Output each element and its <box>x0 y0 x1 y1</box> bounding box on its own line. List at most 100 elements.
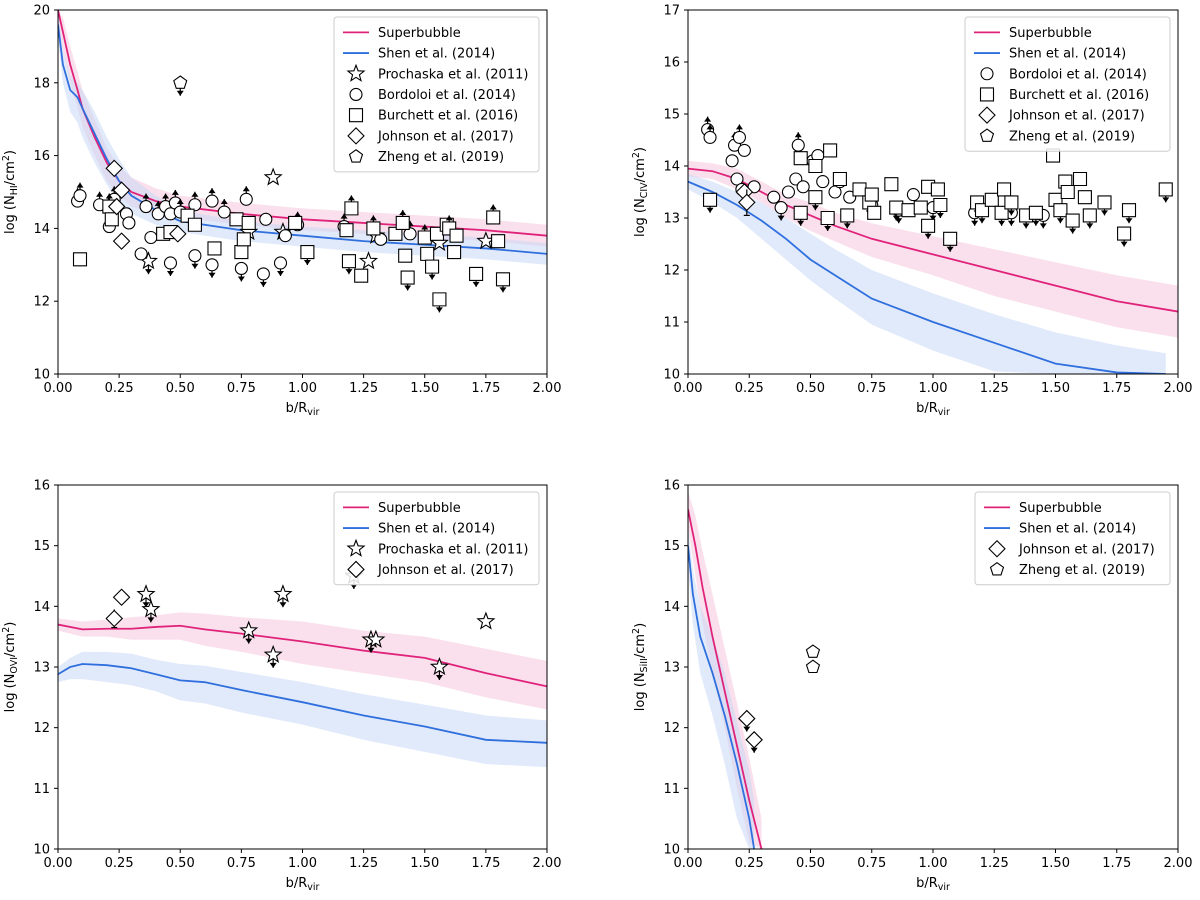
x-tick-label: 0.75 <box>227 381 256 396</box>
data-point-square <box>994 205 1009 226</box>
x-tick-label: 1.75 <box>471 856 500 871</box>
data-point-star <box>476 611 496 630</box>
data-point-circle <box>163 256 178 276</box>
circle-marker <box>730 172 744 186</box>
square-marker <box>832 171 847 187</box>
limit-arrow-head <box>704 116 712 122</box>
limit-arrow-head <box>176 90 184 96</box>
data-point-square <box>187 217 202 232</box>
circle-marker <box>725 154 739 168</box>
limit-arrow-head <box>489 204 497 210</box>
square-marker <box>354 268 369 283</box>
square-marker <box>1158 182 1173 197</box>
plot-area <box>688 116 1178 374</box>
square-marker <box>864 187 879 202</box>
square-marker <box>417 230 432 245</box>
y-tick-label: 13 <box>663 212 680 227</box>
data-point-square <box>447 245 462 260</box>
limit-arrow-head <box>924 233 932 239</box>
limit-arrow-head <box>428 274 436 280</box>
limit-arrow-head <box>998 220 1006 226</box>
x-tick-label: 1.75 <box>1102 856 1131 871</box>
y-tick-label: 16 <box>33 479 50 494</box>
legend-label: Zheng et al. (2019) <box>378 150 504 165</box>
square-marker <box>449 228 464 243</box>
x-tick-label: 1.25 <box>349 856 378 871</box>
y-tick-label: 16 <box>33 149 50 164</box>
limit-arrow-head <box>1120 241 1128 247</box>
data-point-circle <box>278 229 292 243</box>
circle-marker <box>374 232 388 246</box>
limit-arrow-head <box>421 224 429 230</box>
data-point-circle <box>122 216 136 230</box>
limit-arrow-head <box>269 662 277 668</box>
legend-swatch-diamond <box>347 560 365 579</box>
limit-arrow-head <box>1007 210 1015 216</box>
legend-label: Superbubble <box>1019 501 1102 516</box>
plot-area <box>688 491 821 849</box>
star-marker <box>476 611 496 630</box>
data-point-square <box>486 204 501 225</box>
data-point-square <box>344 195 359 216</box>
square-marker <box>344 201 359 216</box>
x-tick-label: 1.25 <box>980 381 1009 396</box>
square-marker <box>1028 205 1043 220</box>
data-point-square <box>400 270 415 291</box>
data-point-diamond <box>107 197 126 216</box>
star-marker <box>273 584 293 603</box>
circle-marker <box>234 261 248 275</box>
pentagon-marker <box>805 644 821 658</box>
data-point-square <box>867 205 882 220</box>
data-point-square <box>984 192 999 207</box>
data-point-diamond <box>112 588 131 607</box>
data-point-circle <box>205 258 219 278</box>
square-marker <box>1053 203 1068 218</box>
superbubble-line <box>688 509 763 849</box>
square-marker <box>398 248 413 263</box>
limit-arrow-head <box>706 207 714 213</box>
data-point-square <box>449 228 464 243</box>
circle-marker <box>256 267 270 281</box>
data-point-square <box>236 232 251 247</box>
data-point-star <box>358 251 379 270</box>
data-point-square <box>1065 213 1080 234</box>
limit-arrow-head <box>706 124 714 130</box>
legend-label: Superbubble <box>1009 26 1092 41</box>
x-tick-label: 0.25 <box>735 381 764 396</box>
square-marker <box>840 208 855 223</box>
superbubble-band <box>58 612 547 710</box>
square-marker <box>793 205 808 220</box>
square-marker <box>395 215 410 230</box>
legend: Superbubble Shen et al. (2014) Bordoloi et… <box>964 16 1171 152</box>
legend: Superbubble Shen et al. (2014) Johnson et … <box>974 491 1171 586</box>
pentagon-marker <box>173 75 188 89</box>
data-point-square <box>889 200 904 221</box>
circle-marker <box>273 256 288 270</box>
square-marker <box>889 200 904 215</box>
data-point-star <box>273 584 293 608</box>
data-point-square <box>840 208 855 229</box>
circle-marker <box>139 200 153 214</box>
data-point-square <box>234 245 249 260</box>
diamond-marker <box>107 197 126 216</box>
circle-marker <box>781 185 796 199</box>
legend-label: Burchett et al. (2016) <box>378 109 518 124</box>
square-marker <box>104 212 119 227</box>
data-point-circle <box>73 182 87 203</box>
data-point-square <box>997 182 1012 197</box>
y-tick-label: 13 <box>663 661 680 676</box>
data-point-circle <box>732 124 747 144</box>
square-marker <box>366 221 381 236</box>
limit-arrow-head <box>971 220 979 226</box>
legend-label: Johnson et al. (2017) <box>1008 109 1145 124</box>
square-marker <box>974 203 990 218</box>
data-point-circle <box>730 172 744 186</box>
x-tick-label: 0.75 <box>857 381 886 396</box>
data-point-square <box>398 248 413 263</box>
legend-label: Zheng et al. (2019) <box>1019 563 1145 578</box>
limit-arrow-head <box>96 191 104 197</box>
data-point-square <box>793 205 808 226</box>
data-point-square <box>1121 203 1137 224</box>
limit-arrow-head <box>208 272 216 278</box>
limit-arrow-head <box>978 218 986 224</box>
